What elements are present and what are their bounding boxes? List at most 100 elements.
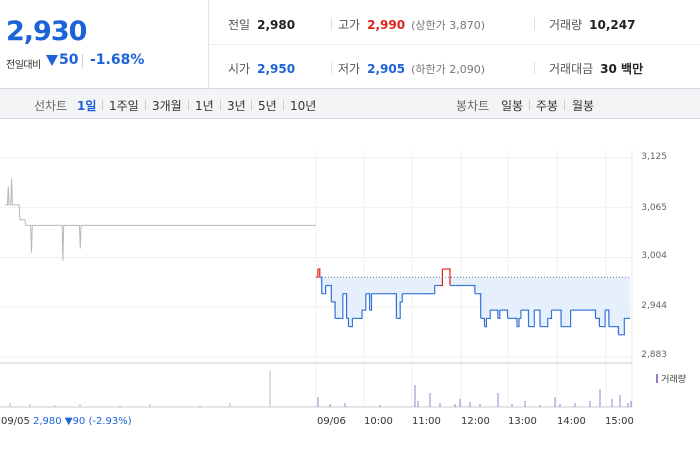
stat-high: 고가 2,990 (상한가 3,870): [338, 16, 485, 33]
x-tick-label: 10:00: [364, 416, 393, 427]
today-series-segment: [346, 317, 350, 327]
stat-value: 2,990: [367, 18, 406, 32]
y-tick-label: 2,883: [641, 350, 667, 360]
today-series-segment: [532, 310, 535, 328]
price-chart[interactable]: 3,125 3,065 3,004 2,944 2,883 거래량 09/05 …: [0, 120, 700, 450]
change-value: 50: [59, 52, 79, 68]
today-series-segment: [323, 285, 327, 295]
today-series-segment: [329, 284, 332, 302]
today-series-segment: [497, 310, 501, 319]
today-series-segment: [478, 293, 482, 319]
today-series-segment: [484, 318, 487, 328]
range-5y-tab[interactable]: 5년: [258, 99, 277, 113]
today-series-segment: [333, 301, 336, 319]
chart-canvas[interactable]: [0, 120, 700, 450]
prev-day-change: 90: [72, 416, 86, 427]
stat-low: 저가 2,905 (하한가 2,090): [338, 60, 485, 77]
change-percent: -1.68%: [90, 52, 145, 68]
x-tick-label: 14:00: [557, 416, 586, 427]
stat-value: 2,980: [257, 18, 296, 32]
today-series-segment: [398, 301, 401, 319]
today-series-segment: [538, 309, 541, 327]
range-3m-tab[interactable]: 3개월: [152, 99, 182, 113]
prev-day-change-pct: (-2.93%): [88, 416, 132, 427]
range-1y-tab[interactable]: 1년: [195, 99, 214, 113]
today-series-segment: [616, 326, 620, 335]
today-series-segment: [488, 310, 491, 319]
stat-label: 거래량: [549, 18, 583, 32]
chart-toolbar: 선차트 1일 1주일 3개월 1년 3년 5년 10년 봉차트 일봉 주봉 월봉: [0, 89, 700, 119]
toolbar-divider: [564, 100, 565, 110]
today-series-segment: [568, 310, 572, 328]
stat-open: 시가 2,950: [228, 60, 295, 77]
toolbar-divider: [102, 100, 103, 110]
candle-weekly-tab[interactable]: 주봉: [536, 99, 559, 113]
current-price: 2,930: [6, 16, 87, 47]
stat-volume: 거래량 10,247: [549, 16, 635, 33]
x-tick-label: 11:00: [412, 416, 441, 427]
today-series-segment: [517, 318, 520, 328]
stat-label: 고가: [338, 18, 361, 32]
stat-prev-close: 전일 2,980: [228, 16, 295, 33]
today-series-segment: [603, 310, 606, 328]
today-series-segment: [505, 309, 509, 319]
x-tick-label: 15:00: [605, 416, 634, 427]
y-tick-label: 2,944: [641, 301, 667, 311]
volume-legend-label: 거래량: [661, 375, 686, 385]
stat-divider: [331, 18, 332, 30]
stat-divider: [331, 62, 332, 74]
prev-day-series-line: [5, 178, 316, 261]
stat-label: 전일: [228, 18, 251, 32]
x-tick-label: 13:00: [508, 416, 537, 427]
range-1d-tab[interactable]: 1일: [77, 99, 97, 113]
today-series-segment: [344, 293, 348, 319]
today-series-segment: [545, 318, 549, 328]
candle-daily-tab[interactable]: 일봉: [501, 99, 524, 113]
stat-trade-value: 거래대금 30 백만: [549, 60, 643, 77]
today-series-segment: [350, 318, 353, 328]
today-series-segment: [448, 268, 451, 286]
y-tick-label: 3,065: [641, 203, 667, 213]
candle-monthly-tab[interactable]: 월봉: [572, 99, 595, 113]
toolbar-divider: [188, 100, 189, 110]
stat-label: 저가: [338, 62, 361, 76]
price-summary: 2,930 전일대비 50 -1.68%: [0, 0, 209, 89]
today-series-segment: [340, 293, 344, 319]
today-series-segment: [316, 269, 319, 278]
today-series-segment: [367, 293, 371, 311]
today-series-segment: [593, 309, 597, 319]
today-series-segment: [482, 317, 486, 327]
stat-sub: (상한가 3,870): [411, 19, 485, 32]
change-divider: [82, 54, 83, 68]
stat-value: 10,247: [589, 18, 636, 32]
line-chart-label: 선차트: [34, 99, 68, 113]
today-series-segment: [549, 310, 553, 319]
today-series-segment: [515, 317, 518, 327]
stat-value: 2,950: [257, 62, 296, 76]
y-tick-label: 3,004: [641, 251, 667, 261]
today-series-segment: [473, 284, 476, 294]
candle-chart-label: 봉차트: [456, 99, 490, 113]
prev-day-close: 2,980: [33, 416, 62, 427]
today-series-segment: [317, 268, 321, 278]
x-tick-label: 12:00: [461, 416, 490, 427]
stat-label: 거래대금: [549, 62, 594, 76]
toolbar-divider: [145, 100, 146, 110]
today-series-segment: [496, 309, 499, 319]
stat-sub: (하한가 2,090): [411, 63, 485, 76]
today-series-segment: [526, 309, 530, 327]
prev-day-date: 09/05: [1, 416, 30, 427]
range-1w-tab[interactable]: 1주일: [109, 99, 139, 113]
range-3y-tab[interactable]: 3년: [227, 99, 246, 113]
stat-divider: [534, 62, 535, 74]
today-series-segment: [597, 317, 600, 327]
prev-day-info: 09/05 2,980 ▼90 (-2.93%): [1, 416, 132, 427]
today-series-segment: [360, 310, 363, 319]
today-series-segment: [400, 293, 403, 303]
range-10y-tab[interactable]: 10년: [290, 99, 317, 113]
today-series-segment: [519, 310, 522, 319]
volume-legend: 거래량: [656, 372, 686, 385]
today-series-segment: [363, 293, 367, 311]
quote-panel: 2,930 전일대비 50 -1.68% 전일 2,980 고가 2,990 (상한가…: [0, 0, 700, 89]
today-series-segment: [622, 318, 625, 336]
